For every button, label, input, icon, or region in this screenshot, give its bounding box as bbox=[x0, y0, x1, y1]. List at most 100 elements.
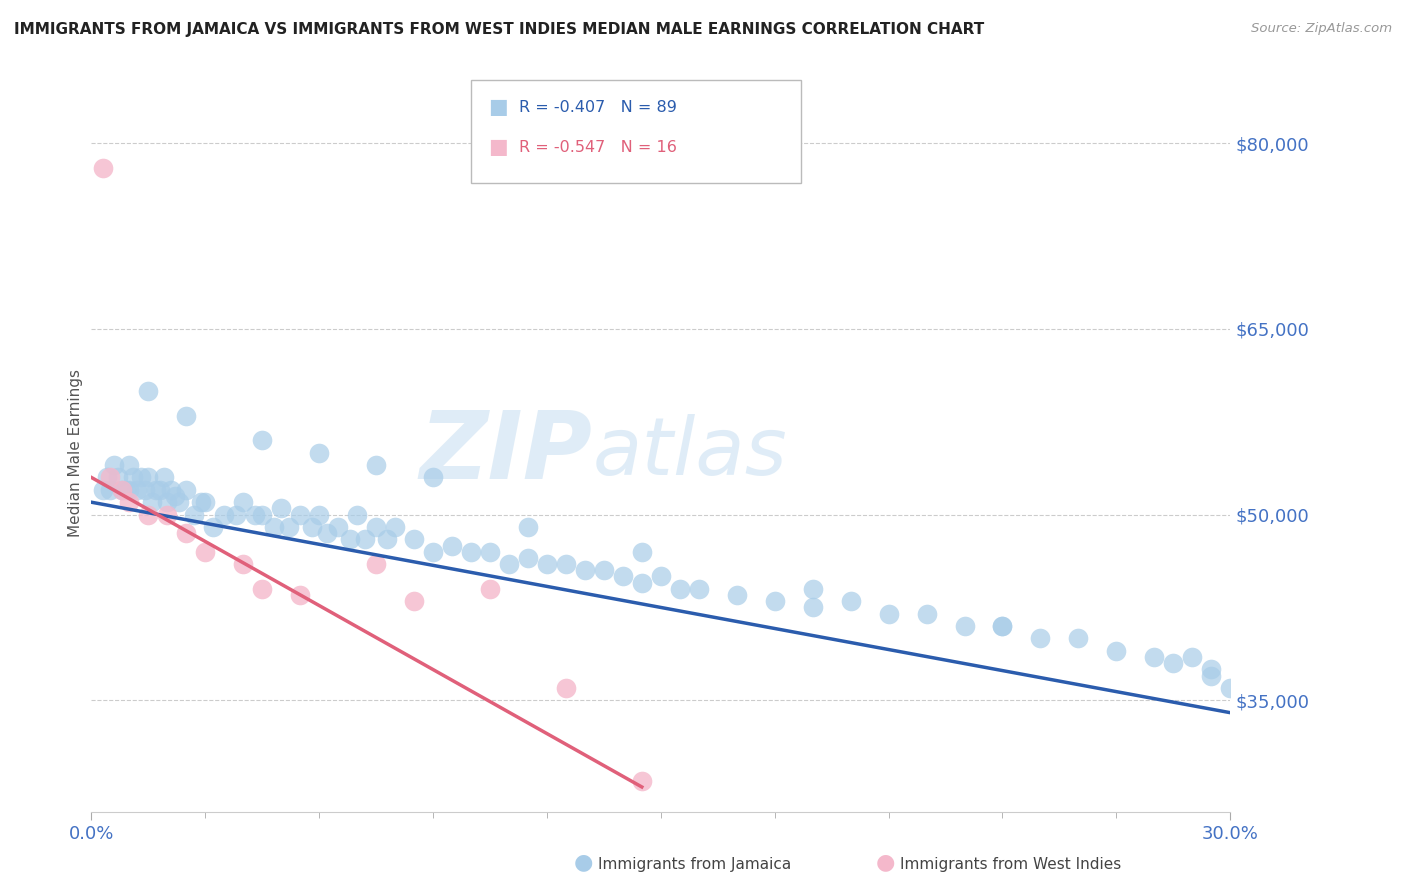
Point bbox=[138, 384, 160, 398]
Point bbox=[134, 483, 156, 497]
Point bbox=[478, 545, 501, 559]
Point bbox=[1181, 650, 1204, 665]
Point bbox=[517, 550, 540, 565]
Point bbox=[118, 495, 141, 509]
Point bbox=[103, 458, 125, 472]
Point bbox=[156, 495, 179, 509]
Text: R = -0.407   N = 89: R = -0.407 N = 89 bbox=[519, 100, 676, 114]
Point bbox=[991, 619, 1014, 633]
Point bbox=[190, 495, 212, 509]
Text: Source: ZipAtlas.com: Source: ZipAtlas.com bbox=[1251, 22, 1392, 36]
Point bbox=[402, 594, 425, 608]
Point bbox=[877, 607, 900, 621]
Text: ZIP: ZIP bbox=[419, 407, 592, 499]
Point bbox=[915, 607, 938, 621]
Point bbox=[326, 520, 349, 534]
Point bbox=[91, 161, 114, 175]
Point bbox=[315, 526, 337, 541]
Point bbox=[402, 533, 425, 547]
Point bbox=[301, 520, 323, 534]
Point bbox=[991, 619, 1014, 633]
Point bbox=[308, 446, 330, 460]
Point bbox=[107, 470, 129, 484]
Point bbox=[630, 575, 652, 590]
Point bbox=[554, 557, 576, 571]
Point bbox=[1161, 656, 1184, 670]
Point bbox=[422, 470, 444, 484]
Point bbox=[460, 545, 482, 559]
Point bbox=[174, 483, 197, 497]
Point bbox=[536, 557, 558, 571]
Point bbox=[478, 582, 501, 596]
Point bbox=[1029, 632, 1052, 646]
Point bbox=[111, 483, 134, 497]
Point bbox=[1105, 644, 1128, 658]
Point bbox=[839, 594, 862, 608]
Point bbox=[377, 533, 399, 547]
Point bbox=[183, 508, 205, 522]
Point bbox=[125, 483, 148, 497]
Y-axis label: Median Male Earnings: Median Male Earnings bbox=[67, 368, 83, 537]
Point bbox=[122, 470, 145, 484]
Point bbox=[353, 533, 375, 547]
Point bbox=[364, 557, 387, 571]
Point bbox=[194, 495, 217, 509]
Point bbox=[194, 545, 217, 559]
Point bbox=[174, 526, 197, 541]
Point bbox=[129, 470, 152, 484]
Point bbox=[290, 508, 312, 522]
Point bbox=[725, 588, 748, 602]
Point bbox=[118, 458, 141, 472]
Point bbox=[152, 470, 174, 484]
Text: ■: ■ bbox=[488, 137, 508, 157]
Point bbox=[163, 489, 186, 503]
Point bbox=[98, 470, 121, 484]
Point bbox=[346, 508, 368, 522]
Point bbox=[111, 483, 134, 497]
Point bbox=[250, 434, 273, 448]
Text: Immigrants from West Indies: Immigrants from West Indies bbox=[900, 857, 1121, 872]
Point bbox=[114, 483, 136, 497]
Point bbox=[308, 508, 330, 522]
Text: ■: ■ bbox=[488, 97, 508, 117]
Point bbox=[167, 495, 190, 509]
Text: IMMIGRANTS FROM JAMAICA VS IMMIGRANTS FROM WEST INDIES MEDIAN MALE EARNINGS CORR: IMMIGRANTS FROM JAMAICA VS IMMIGRANTS FR… bbox=[14, 22, 984, 37]
Point bbox=[1201, 668, 1223, 682]
Point bbox=[91, 483, 114, 497]
Point bbox=[953, 619, 976, 633]
Point bbox=[593, 563, 616, 577]
Point bbox=[277, 520, 299, 534]
Point bbox=[156, 508, 179, 522]
Point bbox=[149, 483, 172, 497]
Point bbox=[574, 563, 596, 577]
Point bbox=[422, 545, 444, 559]
Point bbox=[290, 588, 312, 602]
Point bbox=[1219, 681, 1241, 695]
Point bbox=[669, 582, 692, 596]
Point bbox=[1201, 662, 1223, 676]
Point bbox=[1143, 650, 1166, 665]
Point bbox=[96, 470, 118, 484]
Point bbox=[145, 483, 167, 497]
Point bbox=[118, 483, 141, 497]
Point bbox=[201, 520, 224, 534]
Point bbox=[225, 508, 247, 522]
Point bbox=[270, 501, 292, 516]
Point bbox=[141, 495, 163, 509]
Point bbox=[364, 458, 387, 472]
Point bbox=[440, 539, 463, 553]
Point bbox=[763, 594, 786, 608]
Point bbox=[630, 545, 652, 559]
Point bbox=[174, 409, 197, 423]
Point bbox=[160, 483, 183, 497]
Point bbox=[1067, 632, 1090, 646]
Point bbox=[214, 508, 236, 522]
Point bbox=[498, 557, 520, 571]
Point bbox=[232, 557, 254, 571]
Point bbox=[232, 495, 254, 509]
Point bbox=[612, 569, 634, 583]
Point bbox=[339, 533, 361, 547]
Point bbox=[138, 470, 160, 484]
Text: R = -0.547   N = 16: R = -0.547 N = 16 bbox=[519, 140, 676, 154]
Point bbox=[250, 582, 273, 596]
